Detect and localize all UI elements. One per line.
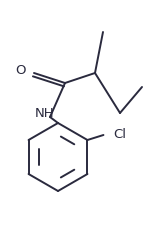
Text: NH: NH [35, 107, 55, 120]
Text: Cl: Cl [113, 127, 127, 140]
Text: O: O [15, 64, 25, 77]
